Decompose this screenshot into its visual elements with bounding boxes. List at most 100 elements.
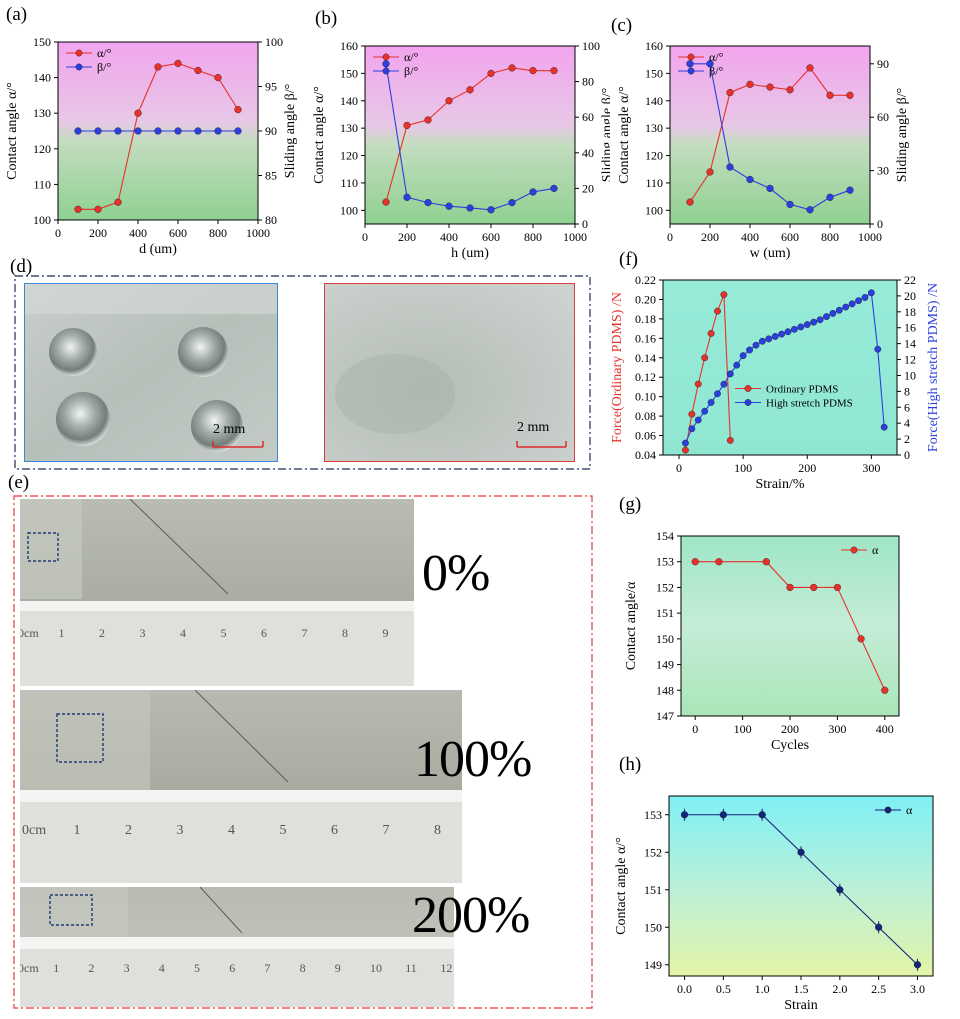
data-point [786, 86, 794, 94]
y2-axis-label: Sliding angle β/° [283, 84, 298, 178]
y2-tick-label: 12 [904, 353, 916, 367]
y-tick-label: 152 [644, 845, 662, 859]
ruler-labels: 0cm 1 2 3 4 5 6 7 8 9 10 11 12 [20, 961, 454, 981]
ruler [20, 601, 414, 686]
ruler-tick-label: 9 [382, 626, 389, 640]
y-tick-label: 140 [33, 71, 51, 85]
legend-marker [744, 385, 752, 392]
y-tick-label: 153 [656, 555, 674, 569]
legend-label: α/° [97, 46, 112, 60]
x-tick-label: 400 [440, 230, 458, 244]
data-point [445, 202, 453, 210]
y-axis-label: Contact angle α/° [617, 86, 632, 184]
y-tick-label: 130 [340, 121, 358, 135]
ruler-tick-label: 8 [299, 961, 306, 975]
x-tick-label: 1000 [858, 230, 882, 244]
data-point [806, 64, 814, 72]
data-point [803, 321, 811, 328]
data-point [550, 67, 558, 75]
data-point [746, 80, 754, 88]
x-tick-label: 0 [55, 226, 61, 240]
data-point [714, 390, 721, 398]
data-point [403, 121, 411, 130]
y-axis-label: Contact angle α/° [614, 837, 629, 935]
x-axis-label: Strain [784, 998, 817, 1013]
y-tick-label: 100 [340, 203, 358, 217]
data-point [846, 91, 854, 99]
ruler-tick-label: 10 [370, 961, 382, 975]
strain-label-100: 100% [414, 731, 532, 788]
y-tick-label: 140 [645, 94, 663, 108]
strain-label-0: 0% [422, 545, 490, 602]
data-point [134, 109, 142, 117]
data-point [715, 558, 723, 566]
data-point [833, 583, 841, 592]
chart-f: 0 100 200 3000.040.060.080.100.120.140.160.… [610, 273, 941, 492]
y-tick-label: 100 [645, 203, 663, 217]
y2-tick-label: 0 [582, 217, 588, 231]
y2-tick-label: 80 [582, 75, 594, 89]
y-axis-label: Force(Ordinary PDMS) /N [610, 292, 625, 443]
y-tick-label: 100 [33, 213, 51, 227]
x-tick-label: 600 [482, 230, 500, 244]
data-point [791, 325, 798, 333]
y-tick-label: 110 [340, 176, 358, 190]
data-point [74, 205, 82, 213]
x-axis-label: h (um) [451, 246, 489, 261]
x-tick-label: 800 [821, 230, 839, 244]
photo-d-right: 2 mm [324, 283, 575, 462]
data-point [855, 297, 862, 305]
data-point [550, 184, 558, 193]
y-tick-label: 150 [644, 920, 662, 934]
frame-e [13, 495, 593, 1009]
data-point [214, 73, 222, 82]
panel-label-g: (g) [619, 494, 642, 515]
panel-label-h: (h) [619, 754, 642, 775]
x-tick-label: 200 [701, 230, 719, 244]
data-point [881, 686, 889, 694]
data-point [797, 323, 805, 331]
data-point [880, 423, 888, 431]
y-tick-label: 149 [644, 958, 662, 972]
x-tick-label: 2.5 [871, 982, 886, 996]
axes-frame [364, 45, 576, 225]
data-point [74, 127, 82, 135]
ruler-tick-label: 7 [382, 823, 390, 838]
y-axis-label: Contact angle α/° [312, 86, 327, 184]
data-point [682, 439, 689, 447]
data-point [174, 127, 182, 135]
x-tick-label: 600 [169, 226, 187, 240]
x-tick-label: 0.5 [716, 982, 731, 996]
y-tick-label: 110 [645, 176, 663, 190]
y-tick-label: 150 [340, 66, 358, 80]
data-point [694, 416, 702, 424]
y2-tick-label: 100 [265, 35, 283, 49]
data-point [857, 635, 865, 643]
data-point [726, 370, 734, 378]
ruler-tick-label: 2 [88, 961, 95, 975]
photo-e-100: 0cm 1 2 3 4 5 6 7 8 [20, 690, 462, 883]
droplet [178, 327, 228, 377]
y2-tick-label: 0 [904, 448, 910, 462]
plot-area [670, 46, 870, 224]
data-point [707, 330, 715, 337]
data-point [733, 361, 741, 369]
ruler-tick-label: 0cm [20, 961, 39, 975]
legend-label: α [872, 543, 879, 557]
plot-area [669, 796, 933, 976]
data-point [746, 175, 754, 184]
data-point [848, 300, 856, 308]
x-tick-label: 100 [734, 722, 752, 736]
data-point [826, 91, 834, 99]
y2-tick-label: 60 [877, 110, 889, 124]
x-axis-label: Cycles [771, 738, 809, 752]
ruler-tick-label: 6 [229, 961, 236, 975]
data-point [810, 318, 818, 326]
data-point [875, 923, 883, 931]
data-point [234, 127, 242, 135]
y2-tick-label: 10 [904, 368, 916, 382]
y-tick-label: 151 [656, 606, 674, 620]
data-point [786, 583, 794, 592]
chart-c: 0 200 400 600 800 1000 100 110 120 130 140 150 160 0 3… [617, 39, 910, 261]
y-tick-label: 147 [656, 709, 674, 723]
